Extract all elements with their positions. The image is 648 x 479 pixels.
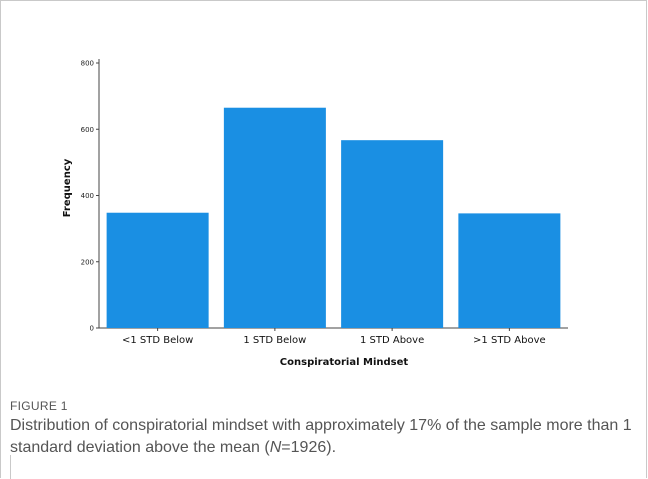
bar <box>341 140 444 328</box>
bar <box>458 213 561 328</box>
y-tick-label: 600 <box>81 126 94 134</box>
figure-label: FIGURE 1 <box>10 399 68 413</box>
frame-edge <box>10 455 11 479</box>
y-axis-title: Frequency <box>62 158 73 217</box>
bar <box>223 107 326 328</box>
y-axis: 0 200 400 600 800 <box>81 59 100 333</box>
y-tick-label: 400 <box>81 192 94 200</box>
caption-text-post: =1926). <box>281 439 337 456</box>
bars <box>106 107 561 328</box>
bar <box>106 212 209 328</box>
x-tick-label: >1 STD Above <box>473 335 546 346</box>
y-tick-label: 0 <box>90 325 94 333</box>
bar-chart: 0 200 400 600 800 <1 STD Below 1 STD Below 1 S… <box>62 59 568 368</box>
x-axis-title: Conspiratorial Mindset <box>280 357 409 368</box>
category-labels: <1 STD Below 1 STD Below 1 STD Above >1 STD… <box>122 335 546 346</box>
x-tick-label: <1 STD Below <box>122 335 193 346</box>
x-tick-label: 1 STD Above <box>360 335 424 346</box>
x-axis <box>99 327 568 331</box>
y-tick-label: 800 <box>81 60 94 68</box>
caption-text-pre: Distribution of conspiratorial mindset w… <box>10 417 632 456</box>
y-tick-label: 200 <box>81 258 94 266</box>
x-tick-label: 1 STD Below <box>243 335 306 346</box>
caption-n-symbol: N <box>269 439 282 456</box>
figure-caption: Distribution of conspiratorial mindset w… <box>10 415 635 459</box>
